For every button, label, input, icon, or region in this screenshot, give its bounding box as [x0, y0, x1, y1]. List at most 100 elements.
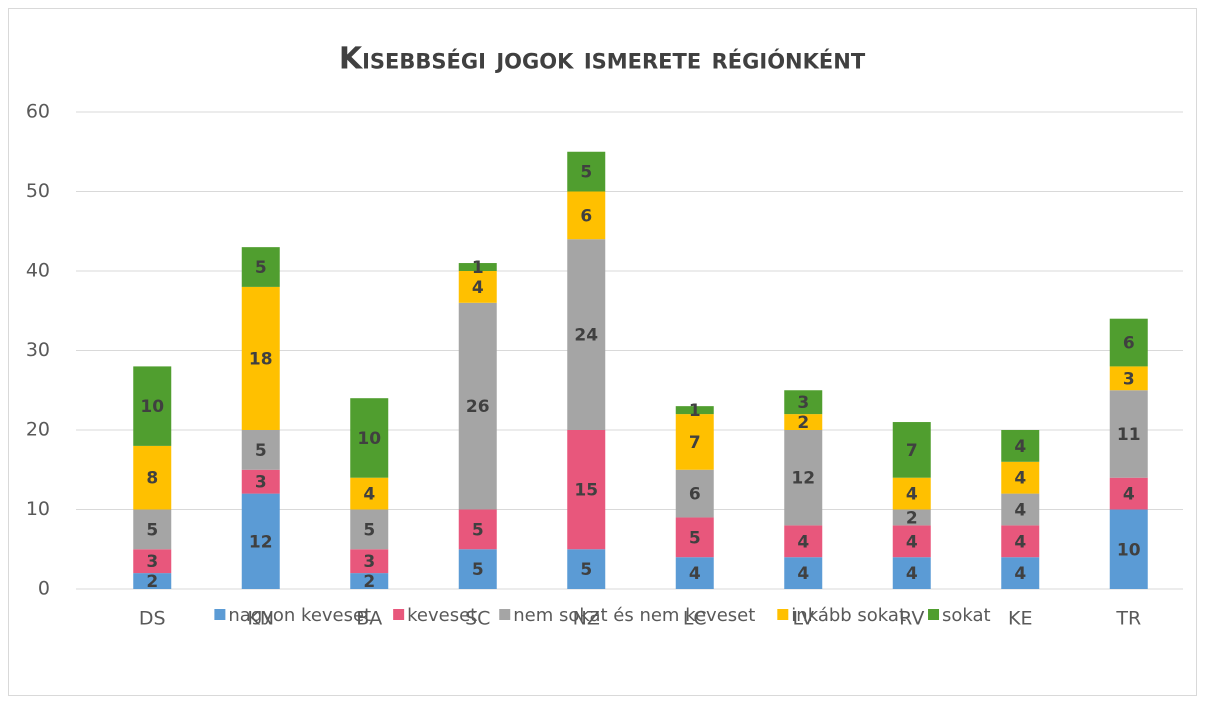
- data-label: 5: [255, 441, 267, 461]
- bar-segment: [567, 430, 606, 550]
- data-label: 2: [363, 572, 375, 592]
- bar-segment: [458, 271, 497, 303]
- data-label: 3: [1123, 369, 1135, 389]
- data-label: 7: [906, 441, 918, 461]
- data-label: 4: [906, 485, 918, 505]
- x-tick-label: KN: [247, 608, 274, 630]
- bar-segment: [1001, 461, 1040, 494]
- bar-segment: [1109, 477, 1148, 510]
- data-label: 10: [140, 397, 164, 417]
- data-label: 2: [797, 413, 809, 433]
- bar-segment: [1109, 390, 1148, 478]
- data-label: 4: [1123, 485, 1135, 505]
- data-label: 6: [580, 206, 592, 226]
- bar-segment: [458, 549, 497, 589]
- data-label: 5: [255, 258, 267, 278]
- data-label: 15: [574, 481, 598, 501]
- data-label: 5: [580, 163, 592, 183]
- bar-segment: [241, 430, 280, 470]
- bar-segment: [1001, 430, 1040, 462]
- chart-title: Kisebbségi jogok ismerete régiónként: [339, 42, 866, 77]
- data-label: 7: [689, 433, 701, 453]
- data-label: 4: [1014, 564, 1026, 584]
- y-tick-label: 20: [26, 419, 50, 441]
- y-tick-label: 10: [26, 498, 50, 520]
- y-tick-label: 40: [26, 260, 50, 282]
- bar-segment: [1001, 557, 1040, 589]
- data-label: 2: [906, 508, 918, 528]
- bar-segment: [892, 422, 931, 478]
- bar-segment: [241, 469, 280, 494]
- bar-segment: [784, 414, 823, 430]
- bar-segment: [784, 430, 823, 526]
- bar-segment: [892, 525, 931, 558]
- data-label: 10: [357, 429, 381, 449]
- data-label: 4: [1014, 501, 1026, 521]
- data-label: 4: [1014, 532, 1026, 552]
- bar-segment: [350, 477, 389, 510]
- x-tick-label: NZ: [573, 608, 600, 630]
- x-tick-label: TR: [1115, 608, 1141, 630]
- bar-segment: [133, 549, 172, 574]
- data-label: 5: [580, 560, 592, 580]
- data-label: 5: [472, 560, 484, 580]
- bar-segment: [567, 191, 606, 240]
- bar-segment: [458, 302, 497, 510]
- data-label: 24: [574, 326, 598, 346]
- data-label: 4: [797, 532, 809, 552]
- x-tick-label: DS: [139, 608, 166, 630]
- x-tick-label: SC: [465, 608, 490, 630]
- data-label: 12: [249, 532, 273, 552]
- data-label: 10: [1117, 540, 1141, 560]
- bar-segment: [350, 573, 389, 589]
- data-label: 5: [146, 520, 158, 540]
- bar-segment: [892, 477, 931, 510]
- bar-segment: [1109, 509, 1148, 589]
- bar-segment: [675, 406, 714, 415]
- bar-segment: [675, 517, 714, 558]
- legend-swatch: [214, 609, 226, 620]
- legend-swatch: [393, 609, 405, 620]
- x-tick-label: LV: [793, 608, 815, 630]
- bar-segment: [567, 151, 606, 192]
- data-label: 5: [689, 528, 701, 548]
- bar-segment: [458, 509, 497, 550]
- legend-label: inkább sokat: [791, 605, 906, 626]
- data-label: 4: [1014, 437, 1026, 457]
- y-tick-label: 0: [38, 578, 50, 600]
- bar-segment: [1109, 366, 1148, 391]
- bar-segment: [350, 398, 389, 478]
- bar-segment: [1109, 318, 1148, 367]
- bar-segment: [458, 263, 497, 271]
- bar-segment: [350, 509, 389, 550]
- data-label: 3: [146, 552, 158, 572]
- bar-segment: [1001, 493, 1040, 526]
- legend-label: nagyon keveset: [228, 605, 371, 626]
- data-label: 11: [1117, 425, 1141, 445]
- data-label: 4: [363, 485, 375, 505]
- data-label: 6: [1123, 334, 1135, 354]
- data-label: 4: [797, 564, 809, 584]
- data-label: 3: [797, 393, 809, 413]
- data-label: 8: [146, 469, 158, 489]
- data-label: 1: [472, 258, 484, 278]
- data-label: 4: [472, 278, 484, 298]
- data-label: 5: [363, 520, 375, 540]
- data-label: 18: [249, 349, 273, 369]
- bar-segment: [350, 549, 389, 574]
- data-label: 4: [689, 564, 701, 584]
- data-label: 2: [146, 572, 158, 592]
- bar-segment: [133, 445, 172, 510]
- data-label: 4: [1014, 469, 1026, 489]
- data-label: 1: [689, 401, 701, 421]
- legend-swatch: [777, 609, 789, 620]
- bar-segment: [241, 247, 280, 287]
- bar-segment: [784, 390, 823, 415]
- legend-label: nem sokat és nem keveset: [513, 605, 755, 626]
- y-tick-label: 30: [26, 339, 50, 361]
- legend-label: sokat: [942, 605, 991, 626]
- data-label: 4: [906, 532, 918, 552]
- bar-segment: [784, 557, 823, 589]
- bar-segment: [241, 286, 280, 430]
